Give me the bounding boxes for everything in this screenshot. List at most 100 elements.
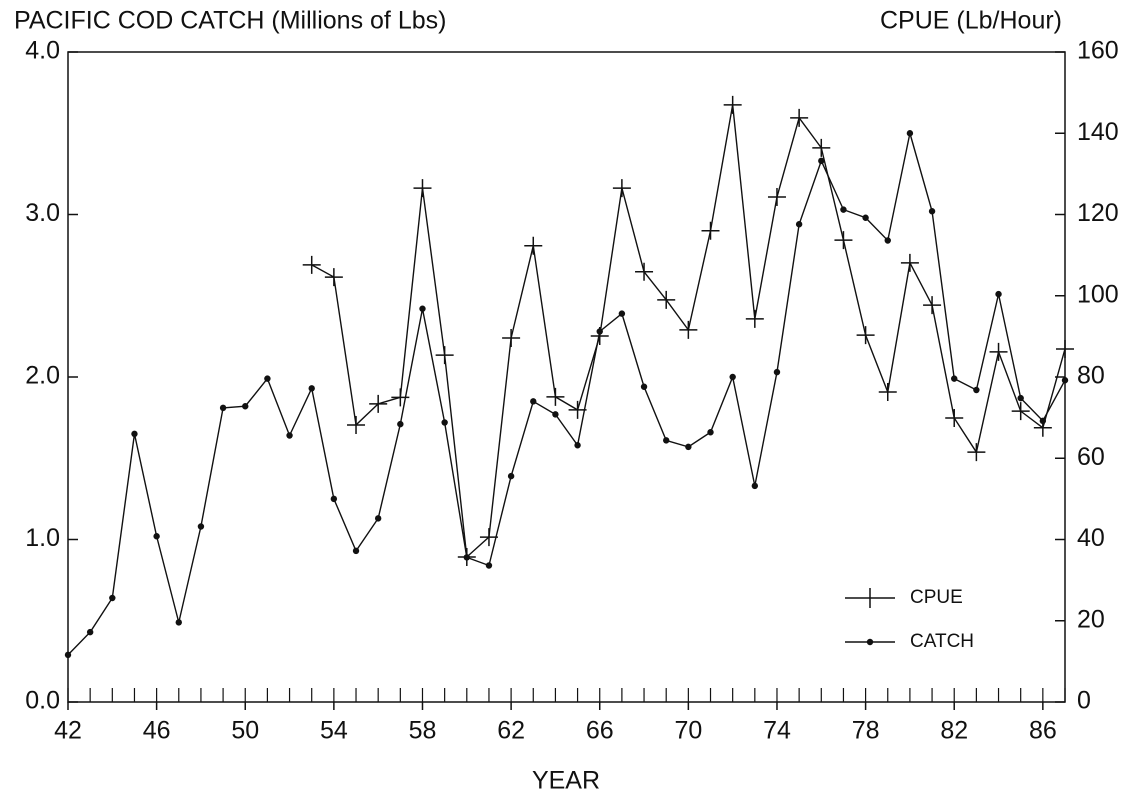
catch-marker (264, 375, 271, 382)
x-tick-label: 66 (586, 717, 614, 745)
legend-marker (866, 638, 874, 646)
catch-marker (242, 403, 249, 410)
catch-marker (951, 375, 958, 382)
catch-marker (552, 411, 559, 418)
catch-marker (884, 237, 891, 244)
x-tick-label: 62 (497, 717, 525, 745)
cpue-marker (413, 179, 432, 198)
y-tick-label: 2.0 (25, 362, 60, 390)
cpue-marker (324, 268, 343, 287)
catch-marker (1039, 417, 1047, 425)
legend-label: CATCH (910, 631, 974, 652)
catch-marker (485, 562, 493, 569)
cpue-marker (1011, 402, 1030, 421)
catch-marker (197, 523, 205, 530)
cpue-marker (347, 415, 366, 434)
cpue-marker (479, 528, 498, 547)
catch-marker (1017, 394, 1024, 402)
cpue-marker (745, 309, 764, 328)
cpue-marker (302, 255, 321, 274)
catch-marker (663, 437, 670, 444)
x-tick-label: 58 (409, 717, 437, 745)
y-tick-label: 0.0 (25, 687, 60, 715)
catch-marker (463, 554, 470, 561)
catch-marker (707, 429, 714, 436)
cpue-marker (657, 290, 676, 309)
cpue-marker (900, 253, 919, 272)
cpue-marker (701, 221, 720, 240)
cpue-marker (834, 231, 853, 250)
x-tick-label: 50 (231, 717, 259, 745)
cpue-marker (923, 296, 942, 315)
catch-marker (862, 214, 869, 221)
catch-marker (374, 515, 382, 522)
cpue-marker (612, 179, 631, 198)
catch-marker (286, 432, 293, 439)
catch-marker (175, 619, 182, 626)
cpue-marker (679, 320, 698, 339)
cpue-marker (546, 387, 565, 406)
catch-marker (574, 442, 581, 449)
cpue-marker (635, 262, 654, 281)
y-tick-label: 3.0 (25, 199, 60, 227)
catch-marker (973, 386, 980, 394)
cpue-marker (878, 383, 897, 402)
x-tick-label: 54 (320, 717, 348, 745)
catch-marker (685, 443, 692, 451)
catch-marker (219, 404, 227, 412)
x-tick-label: 82 (940, 717, 968, 745)
x-tick-label: 42 (54, 717, 82, 745)
y2-tick-label: 100 (1077, 280, 1119, 308)
cpue-marker (989, 342, 1008, 361)
cpue-marker (369, 394, 388, 413)
catch-marker (397, 420, 404, 428)
y2-tick-label: 0 (1077, 687, 1091, 715)
chart-title: PACIFIC COD CATCH (Millions of Lbs) (14, 7, 446, 35)
catch-marker (773, 368, 781, 376)
x-axis-title: YEAR (532, 767, 600, 795)
y2-tick-label: 160 (1077, 37, 1119, 65)
x-tick-label: 46 (143, 717, 171, 745)
catch-marker (330, 495, 338, 503)
catch-marker (840, 206, 847, 213)
catch-marker (640, 383, 648, 390)
catch-marker (795, 221, 803, 228)
y-tick-label: 4.0 (25, 37, 60, 65)
cpue-marker (524, 236, 543, 255)
cpue-marker (435, 346, 454, 365)
cpue-marker (767, 188, 786, 207)
catch-marker (928, 208, 936, 215)
cpue-marker (790, 108, 809, 127)
legend-label: CPUE (910, 587, 963, 608)
catch-marker (995, 290, 1002, 298)
catch-marker (751, 482, 759, 490)
cpue-marker (502, 329, 521, 347)
x-tick-label: 70 (674, 717, 702, 745)
catch-marker (729, 373, 736, 381)
y2-tick-label: 40 (1077, 524, 1105, 552)
y2-axis-title: CPUE (Lb/Hour) (880, 7, 1062, 35)
catch-marker (507, 472, 515, 480)
y2-tick-label: 80 (1077, 362, 1105, 390)
catch-marker (530, 398, 537, 405)
cpue-marker (812, 138, 831, 157)
cpue-marker (391, 388, 410, 407)
cpue-marker (856, 326, 875, 345)
catch-marker (618, 310, 626, 317)
catch-marker (352, 547, 360, 555)
y2-tick-label: 20 (1077, 605, 1105, 633)
catch-marker (906, 130, 914, 137)
catch-marker (818, 157, 825, 165)
y2-tick-label: 140 (1077, 118, 1119, 146)
catch-marker (441, 419, 448, 426)
y2-tick-label: 60 (1077, 443, 1105, 471)
catch-marker (64, 651, 72, 659)
catch-marker (308, 385, 315, 392)
cpue-marker (568, 400, 587, 419)
y2-tick-label: 120 (1077, 199, 1119, 227)
catch-marker (109, 594, 116, 602)
x-tick-label: 74 (763, 717, 791, 745)
catch-marker (153, 533, 160, 540)
catch-marker (419, 305, 426, 312)
